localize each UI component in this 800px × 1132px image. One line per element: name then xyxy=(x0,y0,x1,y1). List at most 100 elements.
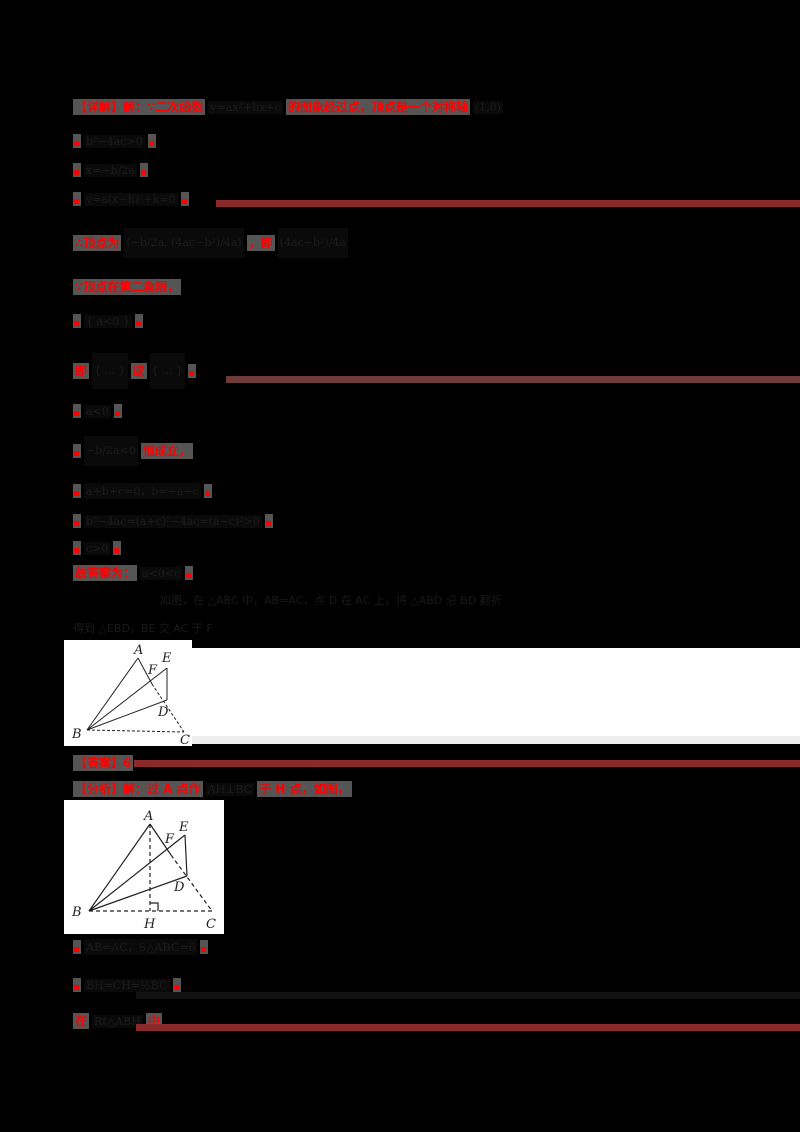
step-label: 在 xyxy=(73,1013,90,1029)
step-line: a+b+c=0，b=−a−c xyxy=(73,480,212,502)
step-line: −b/2a<0 恒成立， xyxy=(73,436,193,466)
period-mark-icon xyxy=(188,364,196,378)
figure-area-background xyxy=(192,648,800,736)
period-mark-icon xyxy=(203,484,212,498)
math-expression: AB=AC，S△ABC=6 xyxy=(84,939,198,955)
math-expression: { ... } xyxy=(149,353,185,389)
triangle-fold-diagram-icon: A E F D B C xyxy=(71,643,190,748)
separator-rule xyxy=(134,760,800,767)
step-line: BH=CH=½BC xyxy=(73,974,181,996)
question-text-line1: 如图，在 △ABC 中，AB=AC，点 D 在 AC 上，将 △ABD 沿 BD… xyxy=(160,594,502,607)
math-expression: (1,0) xyxy=(472,100,503,114)
answer-line: 【答案】6 xyxy=(73,752,134,774)
separator-rule xyxy=(136,1024,800,1031)
period-mark-icon xyxy=(147,134,156,148)
math-expression: BH=CH=½BC xyxy=(84,978,170,992)
svg-text:D: D xyxy=(173,880,185,895)
math-expression: a<0 xyxy=(84,404,111,418)
solution-label: 【详解】解：∵二次函数 xyxy=(73,99,206,115)
step-line: 即 { ... } 或 { ... } xyxy=(73,353,196,389)
step-line: y=a(x−h)²+k=0 xyxy=(73,188,189,210)
therefore-icon xyxy=(73,314,81,328)
therefore-icon xyxy=(73,192,81,206)
math-expression: { ... } xyxy=(92,353,128,389)
period-mark-icon xyxy=(113,541,122,555)
math-expression: (4ac−b²)/4a xyxy=(277,228,348,258)
therefore-icon xyxy=(73,163,81,177)
solution-text: 的图象经过点，顶点是一个对称轴 xyxy=(285,99,470,115)
svg-text:E: E xyxy=(178,820,189,835)
math-expression: b²−4ac>0 xyxy=(84,134,145,148)
math-expression: −b/2a<0 xyxy=(84,436,138,466)
period-mark-icon xyxy=(134,314,143,328)
question-text-line2: 得到 △EBD，BE 交 AC 于 F xyxy=(73,622,213,635)
step-line: b²−4ac=(a+c)²−4ac=(a−c)²>0 xyxy=(73,510,273,532)
period-mark-icon xyxy=(180,192,189,206)
separator-rule xyxy=(216,200,800,207)
answer-line: 故答案为： a<0<c xyxy=(73,562,194,584)
period-mark-icon xyxy=(264,514,273,528)
geometry-figure-2: A E F D B H C xyxy=(64,800,224,934)
step-text: ，即 xyxy=(246,235,275,251)
geometry-figure-1: A E F D B C xyxy=(64,640,192,748)
step-line: x=−b/2a xyxy=(73,159,148,181)
svg-text:B: B xyxy=(71,727,82,742)
separator-rule xyxy=(226,376,800,383)
math-expression: a<0<c xyxy=(140,566,183,580)
step-text: 恒成立， xyxy=(140,443,193,459)
analysis-line: 【分析】解：过 A 点作 AH⊥BC 于 H 点，如图， xyxy=(73,778,352,800)
period-mark-icon xyxy=(200,940,209,954)
analysis-label: 【分析】解：过 A 点作 xyxy=(73,781,203,797)
separator-rule xyxy=(136,992,800,999)
step-line: ∴顶点为 (−b/2a, (4ac−b²)/4a) ，即 (4ac−b²)/4a xyxy=(73,228,348,258)
solution-header-line: 【详解】解：∵二次函数 y=ax²+bx+c 的图象经过点，顶点是一个对称轴 (… xyxy=(73,96,503,118)
step-label: ∵顶点在第二象限， xyxy=(73,279,182,295)
step-line: 在 Rt△ABH 中 xyxy=(73,1010,162,1032)
math-expression: y=ax²+bx+c xyxy=(208,100,283,114)
svg-text:C: C xyxy=(180,733,190,746)
svg-text:A: A xyxy=(143,809,153,824)
therefore-icon xyxy=(73,514,81,528)
because-icon xyxy=(73,940,81,954)
math-expression: b²−4ac=(a+c)²−4ac=(a−c)²>0 xyxy=(84,514,262,528)
therefore-icon xyxy=(73,484,81,498)
triangle-with-altitude-diagram-icon: A E F D B H C xyxy=(71,809,216,932)
label-A: A xyxy=(133,643,143,658)
step-line: ∵顶点在第二象限， xyxy=(73,276,182,298)
math-expression: { a<0 } xyxy=(84,314,132,328)
math-expression: c>0 xyxy=(84,541,111,555)
answer-label: 【答案】6 xyxy=(73,755,134,771)
figure-area-border xyxy=(192,736,800,744)
svg-text:F: F xyxy=(147,663,158,678)
math-expression: x=−b/2a xyxy=(84,163,137,177)
math-expression: (−b/2a, (4ac−b²)/4a) xyxy=(124,228,244,258)
period-mark-icon xyxy=(185,566,194,580)
step-line: a<0 xyxy=(73,400,122,422)
therefore-icon xyxy=(73,978,81,992)
therefore-icon xyxy=(73,134,81,148)
period-mark-icon xyxy=(172,978,181,992)
step-line: { a<0 } xyxy=(73,310,143,332)
therefore-icon xyxy=(73,404,81,418)
svg-text:E: E xyxy=(161,651,172,666)
svg-text:F: F xyxy=(164,832,175,847)
math-expression: y=a(x−h)²+k=0 xyxy=(84,192,178,206)
math-expression: a+b+c=0，b=−a−c xyxy=(84,483,201,499)
math-expression: AH⊥BC xyxy=(205,782,255,796)
step-text: 或 xyxy=(130,363,147,379)
therefore-icon xyxy=(73,541,81,555)
step-label: ∴顶点为 xyxy=(73,235,122,251)
period-mark-icon xyxy=(139,163,148,177)
answer-label: 故答案为： xyxy=(73,565,138,581)
therefore-icon xyxy=(73,444,81,458)
step-line: AB=AC，S△ABC=6 xyxy=(73,936,209,958)
step-line: c>0 xyxy=(73,537,122,559)
period-mark-icon xyxy=(113,404,122,418)
svg-text:H: H xyxy=(143,917,156,932)
svg-text:D: D xyxy=(157,705,169,720)
svg-text:B: B xyxy=(71,905,82,920)
analysis-text: 于 H 点，如图， xyxy=(257,781,352,797)
svg-text:C: C xyxy=(206,917,216,932)
step-label: 即 xyxy=(73,363,90,379)
step-line: b²−4ac>0 xyxy=(73,130,156,152)
